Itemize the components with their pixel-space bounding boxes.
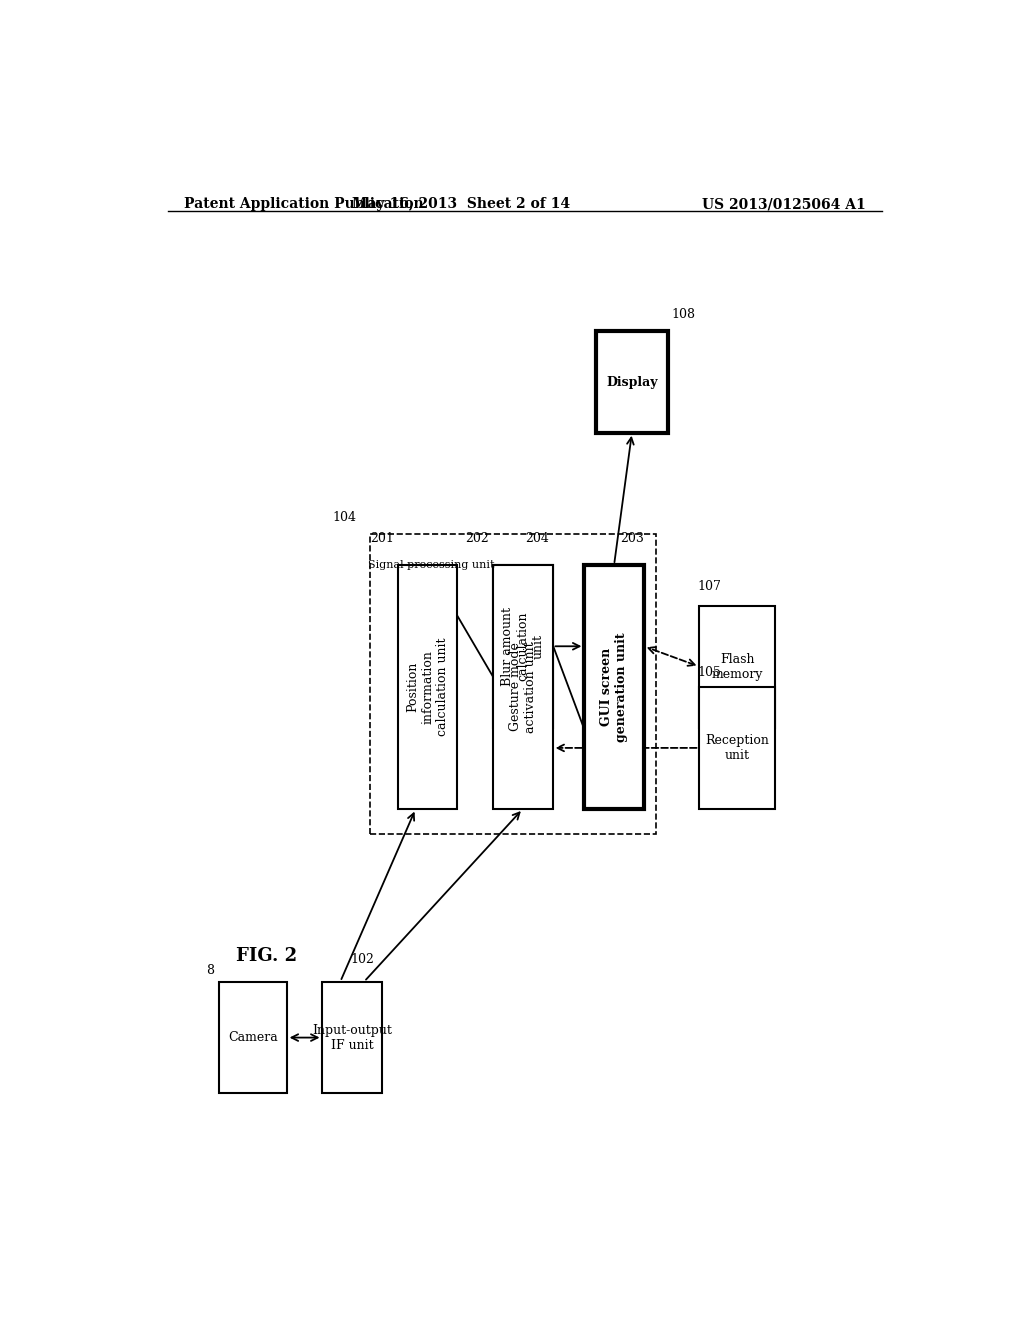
Bar: [494, 565, 553, 809]
Bar: [370, 535, 655, 834]
Text: Patent Application Publication: Patent Application Publication: [183, 197, 423, 211]
Bar: [699, 686, 775, 809]
Bar: [397, 565, 458, 809]
Text: Camera: Camera: [228, 1031, 278, 1044]
Bar: [585, 565, 644, 809]
Text: Display: Display: [606, 375, 657, 388]
Bar: [323, 982, 382, 1093]
Text: 203: 203: [620, 532, 644, 545]
Text: 104: 104: [333, 511, 356, 524]
Text: May 16, 2013  Sheet 2 of 14: May 16, 2013 Sheet 2 of 14: [352, 197, 570, 211]
Text: 204: 204: [524, 532, 549, 545]
Text: US 2013/0125064 A1: US 2013/0125064 A1: [702, 197, 866, 211]
Text: 102: 102: [350, 953, 374, 966]
Text: FIG. 2: FIG. 2: [237, 948, 297, 965]
Text: 108: 108: [672, 308, 695, 321]
Text: Flash
memory: Flash memory: [712, 652, 763, 681]
Text: 105: 105: [697, 665, 721, 678]
Text: GUI screen
generation unit: GUI screen generation unit: [600, 632, 628, 742]
Bar: [494, 565, 553, 727]
Text: 202: 202: [465, 532, 489, 545]
Text: Reception
unit: Reception unit: [706, 734, 769, 762]
Bar: [596, 331, 668, 433]
Text: 201: 201: [370, 532, 394, 545]
Text: Gesture mode
activation unit: Gesture mode activation unit: [509, 642, 537, 733]
Bar: [219, 982, 287, 1093]
Text: Signal processing unit: Signal processing unit: [369, 560, 495, 570]
Text: Blur amount
calculation
unit: Blur amount calculation unit: [502, 607, 545, 686]
Text: 8: 8: [206, 964, 214, 977]
Text: Position
information
calculation unit: Position information calculation unit: [407, 638, 450, 737]
Text: 107: 107: [697, 581, 721, 594]
Bar: [699, 606, 775, 727]
Text: Input-output
IF unit: Input-output IF unit: [312, 1023, 392, 1052]
